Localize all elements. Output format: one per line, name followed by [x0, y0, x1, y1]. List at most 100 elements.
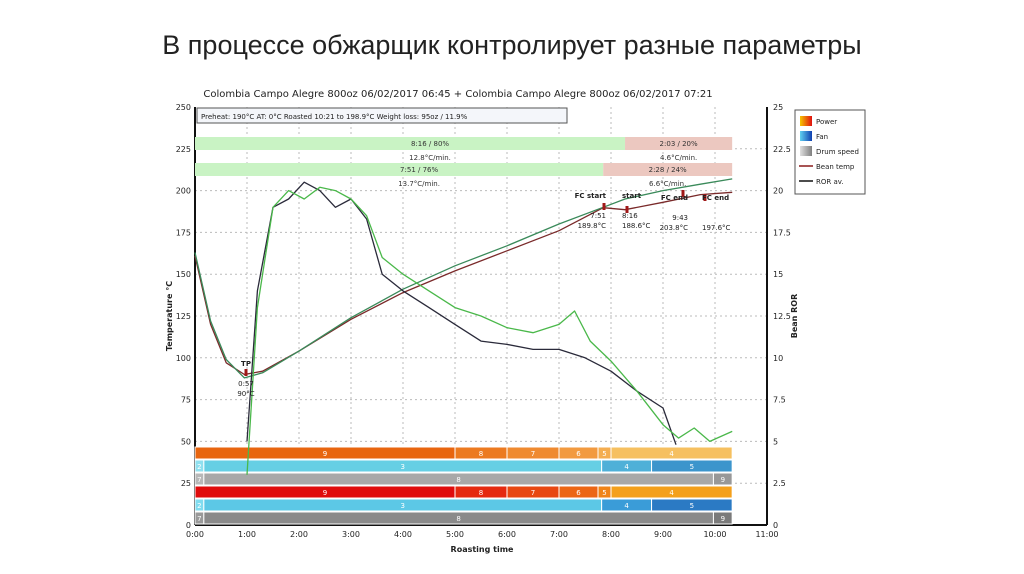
control-segment-label: 5: [690, 463, 694, 471]
phase-fc-rate: 6.6°C/min.: [649, 180, 686, 188]
slide-title: В процессе обжарщик контролирует разные …: [162, 30, 862, 60]
x-tick-label: 8:00: [602, 530, 620, 539]
control-segment-label: 9: [721, 515, 725, 523]
control-segment-label: 9: [323, 450, 327, 458]
series-line-ror-roast-2: [246, 186, 733, 475]
legend-label: Drum speed: [816, 148, 859, 156]
y2-tick-label: 22.5: [773, 145, 791, 154]
legend-label: Bean temp: [816, 163, 855, 171]
x-tick-label: 1:00: [238, 530, 256, 539]
y2-tick-label: 10: [773, 354, 783, 363]
y-tick-label: 125: [176, 312, 191, 321]
control-segment-label: 4: [624, 463, 629, 471]
x-tick-label: 9:00: [654, 530, 672, 539]
y-tick-label: 75: [181, 396, 191, 405]
control-segment-label: 4: [669, 450, 674, 458]
event-temp: 203.8°C: [660, 224, 689, 232]
x-tick-label: 5:00: [446, 530, 464, 539]
phase-fc-rate: 4.6°C/min.: [660, 154, 697, 162]
series-line-ror-roast-1: [246, 181, 677, 445]
y2-tick-label: 12.5: [773, 312, 791, 321]
control-segment-label: 5: [690, 502, 694, 510]
phase-dev-rate: 12.8°C/min.: [409, 154, 451, 162]
y2-tick-label: 0: [773, 521, 778, 530]
phase-fc-label: 2:28 / 24%: [649, 166, 687, 174]
y2-tick-label: 5: [773, 437, 778, 446]
control-segment-label: 8: [456, 476, 460, 484]
y2-tick-label: 25: [773, 103, 783, 112]
phase-dev-bar: [195, 163, 604, 176]
y-tick-label: 225: [176, 145, 191, 154]
legend-label: Fan: [816, 133, 828, 141]
control-segment-power-2: [610, 485, 733, 499]
control-segment-label: 4: [669, 489, 674, 497]
event-marker: [681, 190, 685, 197]
event-temp: 189.8°C: [578, 222, 607, 230]
y-tick-label: 175: [176, 228, 191, 237]
x-tick-label: 7:00: [550, 530, 568, 539]
event-marker: [602, 203, 606, 210]
control-segment-label: 7: [531, 450, 535, 458]
y-tick-label: 200: [176, 187, 191, 196]
legend-swatch-power: [800, 116, 812, 126]
x-tick-label: 10:00: [703, 530, 726, 539]
x-axis-label: Roasting time: [451, 545, 514, 554]
control-segment-label: 4: [624, 502, 629, 510]
phase-fc-bar: [625, 137, 733, 150]
event-marker: [703, 194, 707, 201]
control-segment-label: 9: [323, 489, 327, 497]
control-segment-drum-2: [712, 511, 733, 525]
y2-tick-label: 17.5: [773, 228, 791, 237]
x-tick-label: 0:00: [186, 530, 204, 539]
control-segment-drum-1: [712, 472, 733, 486]
phase-dev-bar: [195, 137, 626, 150]
event-time: 0:57: [238, 380, 254, 388]
x-tick-label: 3:00: [342, 530, 360, 539]
control-segment-label: 5: [602, 450, 606, 458]
control-segment-label: 8: [479, 450, 483, 458]
control-segment-label: 6: [576, 450, 581, 458]
control-segment-label: 8: [479, 489, 483, 497]
control-segment-fan-2: [651, 498, 733, 512]
y2-tick-label: 15: [773, 270, 783, 279]
event-temp: 197.6°C: [702, 224, 731, 232]
x-tick-label: 11:00: [755, 530, 778, 539]
y-tick-label: 0: [186, 521, 191, 530]
y2-tick-label: 2.5: [773, 479, 786, 488]
y-tick-label: 150: [176, 270, 191, 279]
event-marker: [625, 206, 629, 213]
series-line-bean-temp-roast-2: [194, 178, 733, 379]
phase-fc-bar: [603, 163, 733, 176]
event-label: FC end: [661, 194, 688, 202]
event-time: 7:51: [590, 212, 606, 220]
phase-dev-rate: 13.7°C/min.: [398, 180, 440, 188]
phase-dev-label: 8:16 / 80%: [411, 140, 449, 148]
event-time: 9:43: [672, 214, 688, 222]
control-segment-label: 2: [197, 502, 201, 510]
y2-axis-label: Bean ROR: [790, 294, 799, 339]
y-axis-label: Temperature °C: [165, 281, 174, 351]
chart-title: Colombia Campo Alegre 800oz 06/02/2017 0…: [203, 89, 712, 100]
control-segment-label: 5: [602, 489, 606, 497]
control-segment-fan-1: [651, 459, 733, 473]
control-segment-label: 7: [197, 515, 201, 523]
control-segment-label: 9: [721, 476, 725, 484]
event-label: TP: [241, 360, 251, 368]
phase-fc-label: 2:03 / 20%: [660, 140, 698, 148]
control-segment-label: 8: [456, 515, 460, 523]
control-segment-label: 3: [401, 502, 405, 510]
legend-label: ROR av.: [816, 178, 844, 186]
control-segment-label: 2: [197, 463, 201, 471]
event-label: FC start: [575, 192, 607, 200]
x-tick-label: 2:00: [290, 530, 308, 539]
y-tick-label: 25: [181, 479, 191, 488]
event-label: start: [622, 192, 642, 200]
x-tick-label: 6:00: [498, 530, 516, 539]
event-temp: 90°C: [237, 390, 254, 398]
y-tick-label: 50: [181, 437, 191, 446]
legend-label: Power: [816, 118, 837, 126]
x-tick-label: 4:00: [394, 530, 412, 539]
control-segment-label: 3: [401, 463, 405, 471]
legend-swatch-fan: [800, 131, 812, 141]
